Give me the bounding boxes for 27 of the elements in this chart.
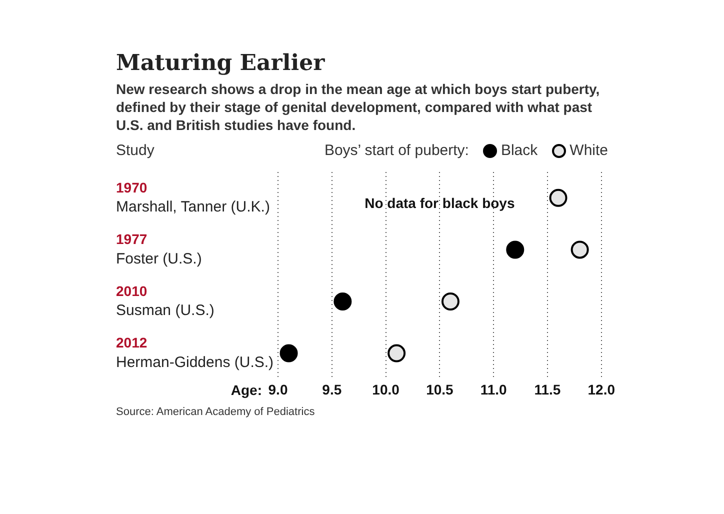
source-note: Source: American Academy of Pediatrics — [116, 406, 316, 418]
point — [441, 292, 460, 310]
x-tick-label: 11.5 — [534, 381, 561, 398]
x-tick-label: 11.0 — [480, 381, 508, 398]
point — [334, 292, 352, 310]
point — [506, 240, 524, 259]
x-tick-label: 12.0 — [588, 381, 616, 398]
y-tick-label: 2010 Susman (U.S.) — [116, 282, 214, 320]
x-tick-label: 10.5 — [426, 381, 454, 398]
point — [570, 240, 589, 259]
x-axis-title: Age: — [230, 382, 262, 398]
y-tick-label: 1970 Marshall, Tanner (U.K.) — [116, 179, 270, 216]
point — [388, 344, 406, 362]
chart-title: Maturing Earlier — [116, 50, 326, 76]
annotation: No data for black boys — [364, 194, 515, 211]
x-tick-label: 10.0 — [372, 381, 400, 398]
x-tick-label: 9.0 — [268, 381, 288, 398]
legend-title: Boys’ start of puberty: — [324, 142, 469, 159]
chart-subtitle: New research shows a drop in the mean age at which boys start puberty, defined by their stage of genital development, compared with what past U.S. and British studies have found. — [116, 80, 601, 134]
legend-label: Black — [500, 142, 538, 159]
y-tick-label: 1977 Foster (U.S.) — [116, 231, 202, 268]
point — [280, 344, 298, 362]
legend-label: White — [570, 142, 608, 159]
y-tick-label: 2012 Herman-Giddens (U.S.) — [116, 334, 274, 371]
x-tick-label: 9.5 — [322, 381, 342, 398]
y-axis-title: Study — [116, 142, 154, 159]
point — [549, 188, 568, 207]
